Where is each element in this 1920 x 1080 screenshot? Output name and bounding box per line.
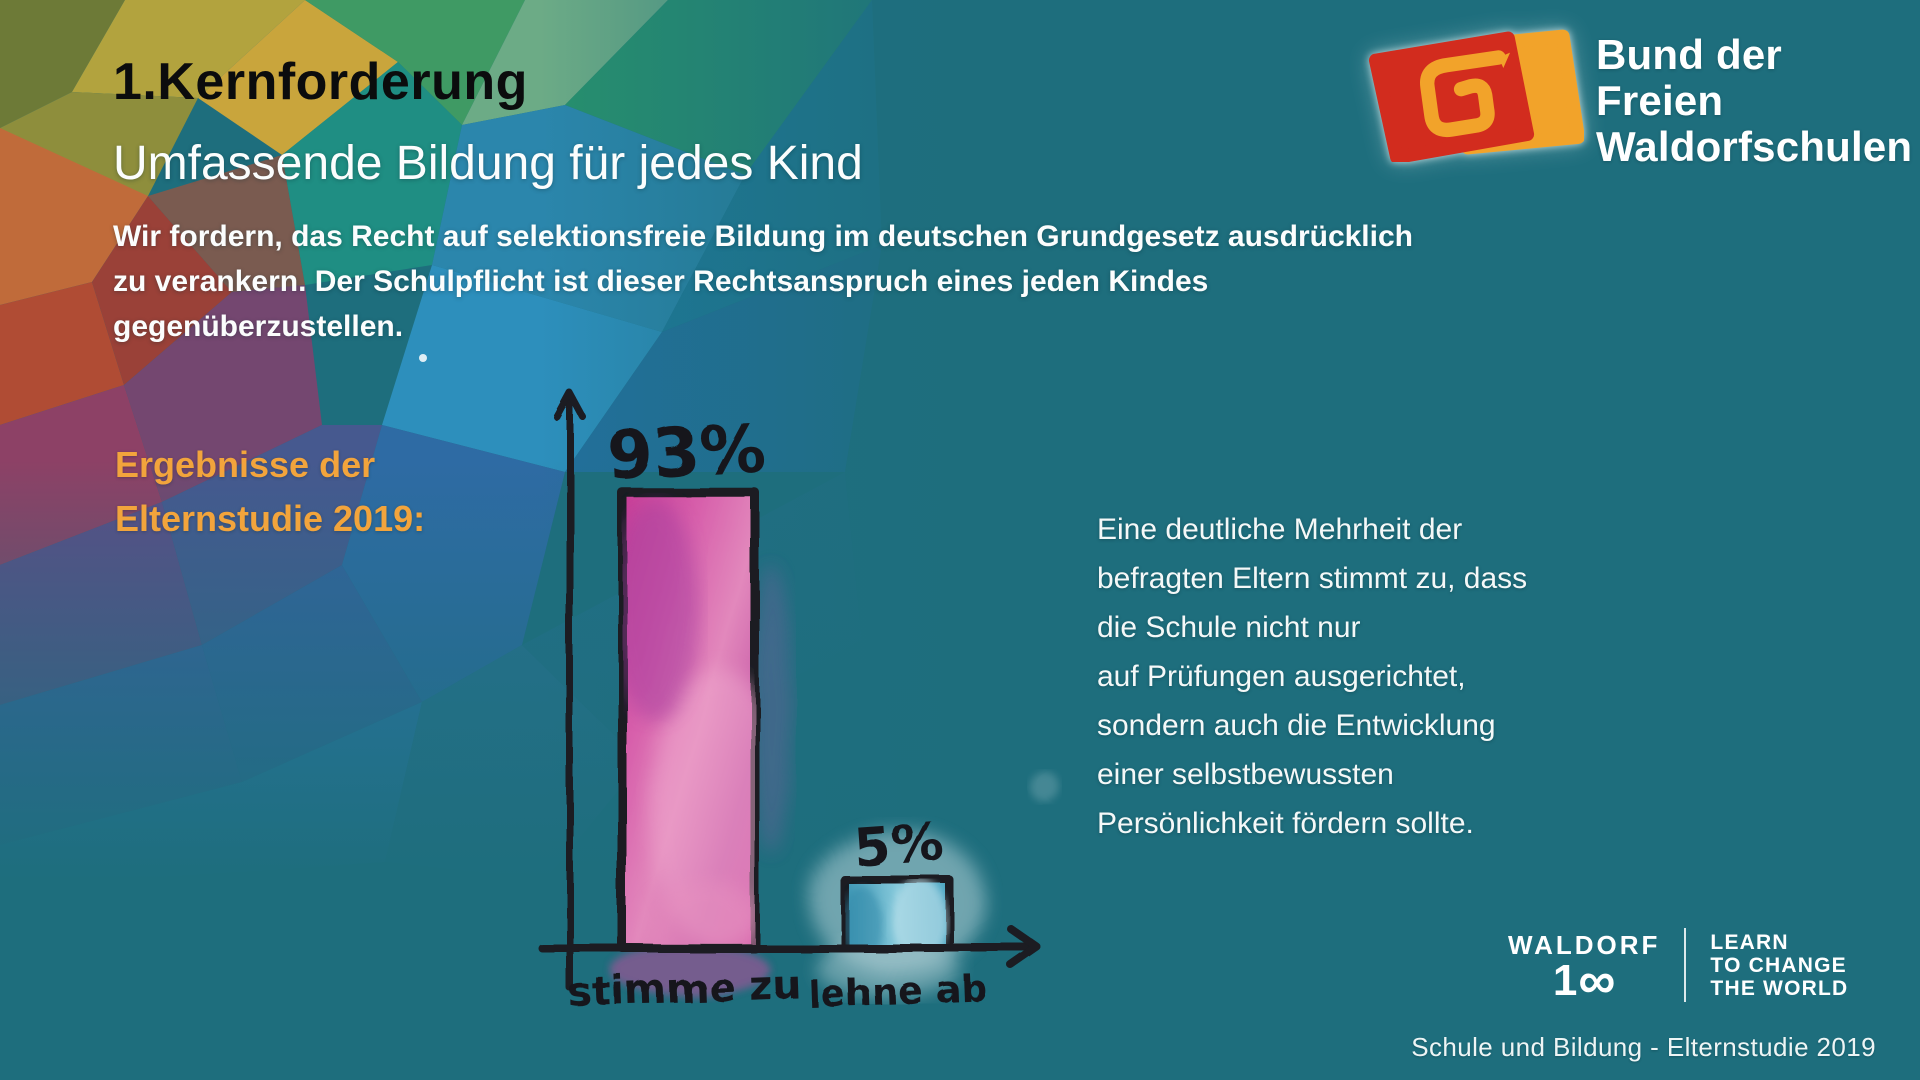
value-label-5: 5% [851, 810, 947, 879]
kicker-heading: 1.Kernforderung [113, 53, 528, 111]
results-label-line-2: Elternstudie 2019: [115, 498, 426, 539]
logo-wordmark-line-1: Bund der Freien [1596, 31, 1782, 124]
faint-smudge [1030, 772, 1060, 802]
bar-chart: 93% 5% stimme zu lehne ab [538, 389, 1060, 1016]
category-label-lehne-ab: lehne ab [807, 967, 988, 1016]
blue-halo-bleed [816, 938, 960, 998]
commentary-line: befragten Eltern stimmt zu, dass [1097, 562, 1528, 595]
logo-red-shape [1368, 31, 1535, 162]
logo-wordmark: Bund der Freien Waldorfschulen [1596, 32, 1920, 170]
value-label-93: 93% [606, 410, 768, 495]
commentary-line: sondern auch die Entwicklung [1097, 709, 1496, 742]
tagline-line: LEARN [1710, 930, 1789, 954]
pink-bleed-bottom [610, 944, 770, 996]
x-axis-arrowhead [1008, 926, 1042, 970]
waldorf100-number: 1 ∞ [1552, 951, 1616, 1010]
results-label-line-1: Ergebnisse der [115, 444, 376, 485]
demand-line-2: zu verankern. Der Schulpflicht ist diese… [113, 265, 1209, 298]
page-title: Umfassende Bildung für jedes Kind [113, 137, 863, 190]
footer-caption: Schule und Bildung - Elternstudie 2019 [1411, 1032, 1876, 1062]
commentary-line: einer selbstbewussten [1097, 758, 1394, 791]
waldorf-logo-emblem [1368, 29, 1584, 162]
tagline-line: THE WORLD [1710, 976, 1849, 1000]
pink-bleed-right [752, 565, 792, 855]
demand-line-1: Wir fordern, das Recht auf selektionsfre… [113, 220, 1413, 253]
commentary-line: die Schule nicht nur [1097, 611, 1361, 644]
commentary-line: Persönlichkeit fördern sollte. [1097, 807, 1474, 840]
waldorf100-tagline: LEARN TO CHANGE THE WORLD [1710, 931, 1848, 1000]
commentary-line: Eine deutliche Mehrheit der [1097, 513, 1463, 546]
y-axis-arrowhead [553, 389, 587, 421]
waldorf100-digit: 1 [1552, 955, 1578, 1005]
demand-paragraph: Wir fordern, das Recht auf selektionsfre… [113, 214, 1413, 349]
tagline-line: TO CHANGE [1710, 953, 1847, 977]
white-speck [419, 354, 427, 362]
logo-wordmark-line-2: Waldorfschulen [1596, 123, 1913, 170]
commentary-paragraph: Eine deutliche Mehrheit der befragten El… [1097, 505, 1527, 848]
lockup-divider [1684, 928, 1687, 1002]
category-label-stimme-zu: stimme zu [567, 962, 801, 1016]
results-label: Ergebnisse der Elternstudie 2019: [115, 438, 425, 546]
waldorf100-mark: WALDORF 1 ∞ [1508, 929, 1661, 1010]
pink-bar-texture [622, 500, 755, 949]
demand-line-3: gegenüberzustellen. [113, 310, 404, 343]
commentary-line: auf Prüfungen ausgerichtet, [1097, 660, 1466, 693]
logo-spiral-icon [1420, 50, 1506, 138]
waldorf100-word: WALDORF [1508, 929, 1661, 960]
logo-spiral-tip [1498, 52, 1511, 69]
blue-bar-texture [845, 880, 948, 948]
infinity-icon: ∞ [1578, 951, 1616, 1010]
waldorf100-lockup: WALDORF 1 ∞ LEARN TO CHANGE THE WORLD [1508, 928, 1848, 1010]
